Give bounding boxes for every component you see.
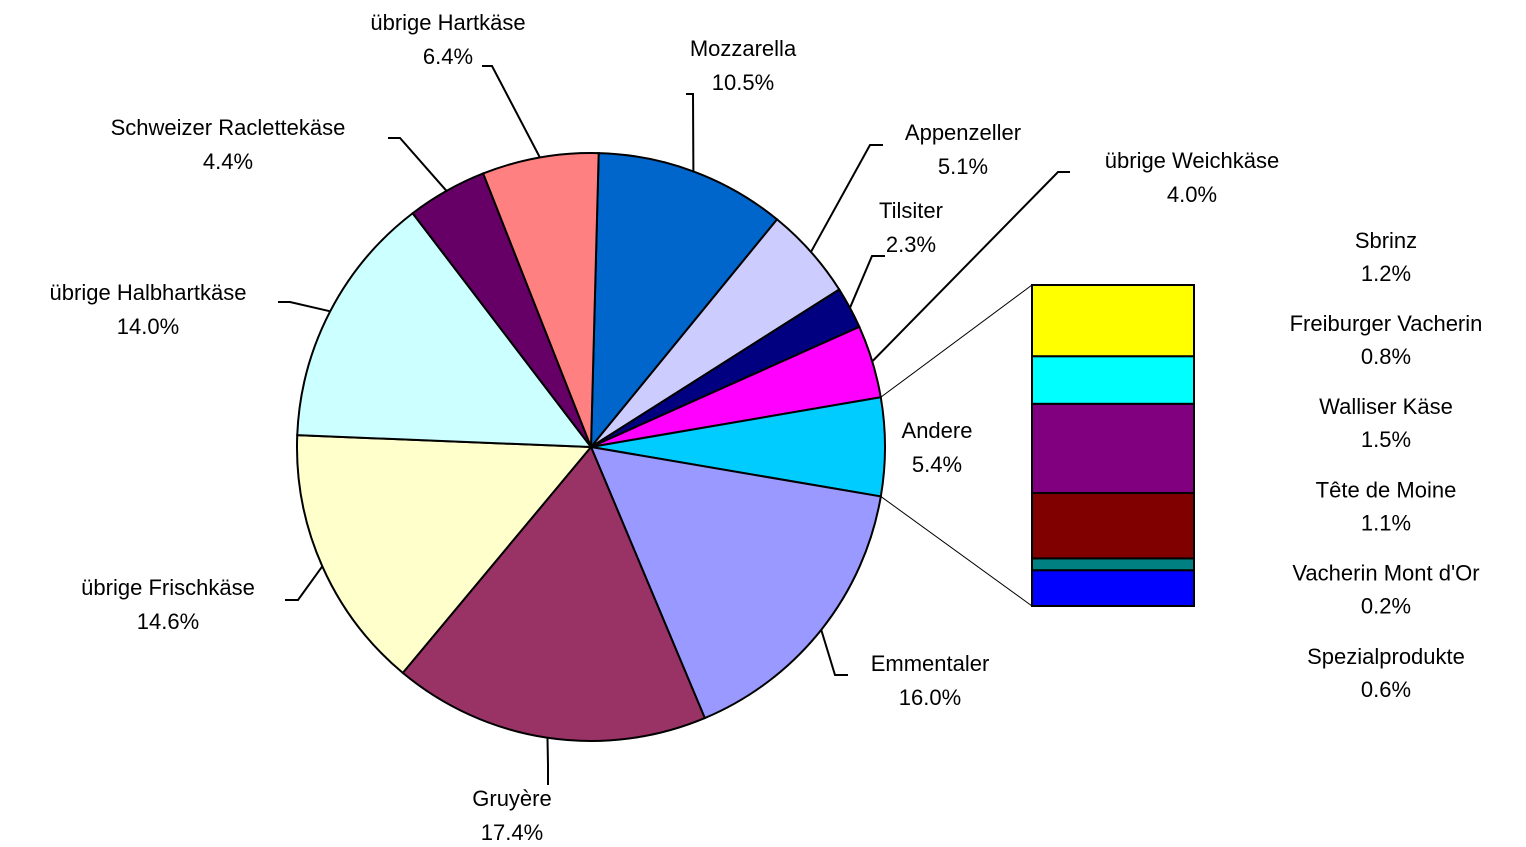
bar-segment [1031, 557, 1195, 572]
slice-label: Emmentaler [871, 651, 990, 676]
connector-line [880, 496, 1033, 607]
bar-segment [1031, 492, 1195, 560]
bar-value-label: 1.1% [1361, 510, 1411, 535]
pie-slice [589, 445, 882, 720]
slice-label: Mozzarella [690, 36, 797, 61]
leader-line [849, 255, 885, 309]
leader-line [482, 65, 541, 158]
slice-value-label: 16.0% [899, 685, 961, 710]
bar-label: Vacherin Mont d'Or [1292, 561, 1479, 586]
bar-segment [1031, 355, 1195, 405]
bar-label: Sbrinz [1355, 228, 1417, 253]
leader-line [820, 629, 848, 676]
slice-value-label: 5.4% [912, 452, 962, 477]
slice-value-label: 14.0% [117, 314, 179, 339]
pie-slice [296, 211, 594, 449]
bar-segment [1031, 569, 1195, 607]
slice-value-label: 5.1% [938, 154, 988, 179]
slice-label: übrige Hartkäse [370, 10, 525, 35]
bar-value-label: 0.8% [1361, 344, 1411, 369]
bar-label: Walliser Käse [1319, 394, 1453, 419]
slice-value-label: 14.6% [137, 609, 199, 634]
leader-line [388, 137, 448, 192]
leader-line [871, 171, 1070, 363]
bar-value-label: 0.6% [1361, 677, 1411, 702]
pie-slice [296, 434, 594, 675]
bar-segment [1031, 402, 1195, 495]
bar-value-label: 1.2% [1361, 261, 1411, 286]
slice-value-label: 4.0% [1167, 182, 1217, 207]
slice-label: Gruyère [472, 786, 551, 811]
slice-label: Tilsiter [879, 198, 943, 223]
slice-value-label: 10.5% [712, 70, 774, 95]
bar-value-label: 1.5% [1361, 427, 1411, 452]
leader-line [810, 144, 883, 253]
slice-label: Andere [902, 418, 973, 443]
pie-slice [401, 445, 707, 742]
slice-value-label: 17.4% [481, 820, 543, 845]
slice-value-label: 2.3% [886, 232, 936, 257]
leader-line [285, 565, 324, 601]
slice-label: übrige Weichkäse [1105, 148, 1279, 173]
bar-value-label: 0.2% [1361, 594, 1411, 619]
slice-value-label: 4.4% [203, 149, 253, 174]
bar-label: Tête de Moine [1316, 477, 1457, 502]
slice-label: übrige Halbhartkäse [50, 280, 247, 305]
bar-label: Freiburger Vacherin [1290, 311, 1483, 336]
leader-line [686, 93, 695, 172]
bar-segment [1031, 284, 1195, 358]
slice-label: Appenzeller [905, 120, 1021, 145]
leader-line [278, 301, 331, 313]
bar-label: Spezialprodukte [1307, 644, 1465, 669]
pie-slice [481, 152, 600, 448]
leader-line [546, 737, 549, 785]
slice-label: Schweizer Raclettekäse [111, 115, 346, 140]
slice-label: übrige Frischkäse [81, 575, 255, 600]
slice-value-label: 6.4% [423, 44, 473, 69]
connector-line [880, 284, 1033, 398]
